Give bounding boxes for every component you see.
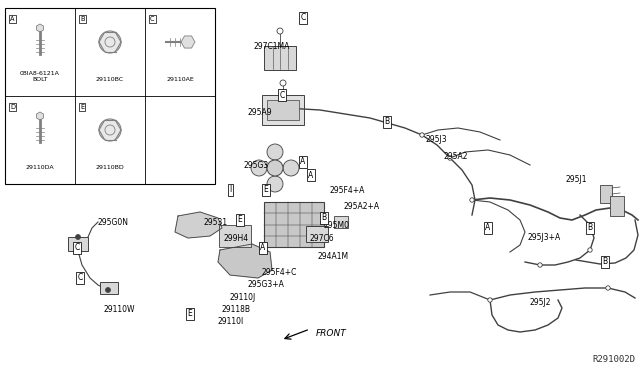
Text: 29531: 29531	[204, 218, 228, 227]
Circle shape	[606, 286, 610, 290]
Text: A: A	[485, 224, 491, 232]
Circle shape	[267, 160, 283, 176]
Text: E: E	[80, 104, 84, 110]
Text: 295G0N: 295G0N	[98, 218, 129, 227]
Bar	[264, 202, 324, 247]
Polygon shape	[218, 244, 272, 278]
Circle shape	[106, 288, 111, 292]
FancyBboxPatch shape	[219, 225, 251, 247]
Bar	[600, 185, 612, 203]
Bar	[68, 237, 88, 251]
Text: 295F4+C: 295F4+C	[262, 268, 298, 277]
Text: 295G3+A: 295G3+A	[247, 280, 284, 289]
Bar	[262, 95, 304, 125]
Text: 295J3: 295J3	[425, 135, 447, 144]
Text: I: I	[229, 186, 231, 195]
Circle shape	[470, 198, 474, 202]
Circle shape	[448, 156, 452, 160]
Text: 08IA8-6121A
BOLT: 08IA8-6121A BOLT	[20, 71, 60, 82]
Text: 29110J: 29110J	[229, 293, 255, 302]
Bar	[306, 226, 328, 242]
Text: 295J1: 295J1	[566, 175, 588, 184]
Text: E: E	[264, 186, 268, 195]
Text: 29110W: 29110W	[103, 305, 134, 314]
Circle shape	[488, 298, 492, 302]
Text: 295J2: 295J2	[530, 298, 552, 307]
Text: 297C1MA: 297C1MA	[253, 42, 289, 51]
Text: R291002D: R291002D	[592, 355, 635, 364]
Text: 29110AE: 29110AE	[166, 77, 194, 82]
Text: FRONT: FRONT	[316, 329, 347, 338]
Circle shape	[76, 234, 81, 240]
Bar	[610, 196, 624, 216]
Text: A: A	[308, 170, 314, 180]
Circle shape	[99, 119, 121, 141]
Text: 299H4: 299H4	[224, 234, 249, 243]
Text: 295M0: 295M0	[323, 221, 349, 230]
Text: C: C	[74, 244, 79, 253]
Text: D: D	[10, 104, 15, 110]
Text: A: A	[260, 244, 266, 253]
Text: A: A	[10, 16, 15, 22]
Text: E: E	[188, 310, 193, 318]
Text: 29110BD: 29110BD	[95, 165, 124, 170]
Text: B: B	[588, 224, 593, 232]
Text: B: B	[602, 257, 607, 266]
Text: A: A	[300, 157, 306, 167]
Circle shape	[588, 248, 592, 252]
Bar	[267, 100, 299, 120]
Text: C: C	[280, 90, 285, 99]
Text: 295A2: 295A2	[444, 152, 468, 161]
Text: 295G3: 295G3	[243, 161, 268, 170]
Text: C: C	[77, 273, 83, 282]
Text: 29118B: 29118B	[222, 305, 251, 314]
Circle shape	[280, 80, 286, 86]
Circle shape	[99, 31, 121, 53]
Circle shape	[486, 226, 490, 230]
Text: 294A1M: 294A1M	[318, 252, 349, 261]
Text: 295J3+A: 295J3+A	[527, 233, 560, 242]
Circle shape	[283, 160, 299, 176]
Text: C: C	[300, 13, 306, 22]
Bar	[334, 216, 348, 228]
Text: B: B	[80, 16, 84, 22]
Text: 295A9: 295A9	[248, 108, 273, 117]
Circle shape	[277, 28, 283, 34]
Polygon shape	[175, 212, 222, 238]
Text: E: E	[237, 215, 243, 224]
Text: C: C	[150, 16, 155, 22]
Text: B: B	[385, 118, 390, 126]
Circle shape	[538, 263, 542, 267]
Bar	[5, 8, 215, 184]
Circle shape	[267, 176, 283, 192]
FancyBboxPatch shape	[264, 46, 296, 70]
Text: 29110DA: 29110DA	[26, 165, 54, 170]
Bar	[100, 282, 118, 294]
Text: B: B	[321, 214, 326, 222]
Circle shape	[267, 144, 283, 160]
Circle shape	[420, 133, 424, 137]
Text: 297C6: 297C6	[310, 234, 335, 243]
Text: 295F4+A: 295F4+A	[329, 186, 364, 195]
Text: 295A2+A: 295A2+A	[344, 202, 380, 211]
Text: 29110I: 29110I	[218, 317, 244, 326]
Circle shape	[251, 160, 267, 176]
Text: 29110BC: 29110BC	[96, 77, 124, 82]
